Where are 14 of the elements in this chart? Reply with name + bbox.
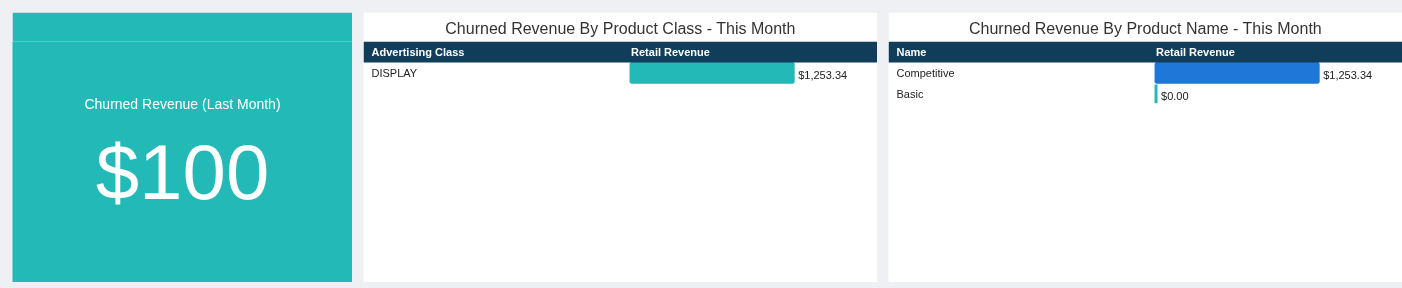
x-axis-title: Retail Revenue [631, 45, 710, 58]
y-tick-label: DISPLAY [371, 66, 418, 79]
data-label: $1,253.34 [1323, 69, 1373, 82]
chart-title: Churned Revenue By Product Name - This Month [968, 19, 1322, 37]
y-axis-title: Advertising Class [371, 45, 465, 58]
text: $100 [95, 127, 270, 216]
chart-title: Churned Revenue By Product Class - This Month [445, 19, 796, 37]
x-axis-title: Retail Revenue [1156, 45, 1235, 58]
data-label: $1,253.34 [798, 69, 848, 82]
y-tick-label: Basic [896, 87, 924, 100]
data-label: $0.00 [1161, 89, 1189, 102]
text: Churned Revenue (Last Month) [84, 96, 281, 113]
y-axis-title: Name [896, 45, 927, 58]
y-tick-label: Competitive [896, 66, 955, 79]
